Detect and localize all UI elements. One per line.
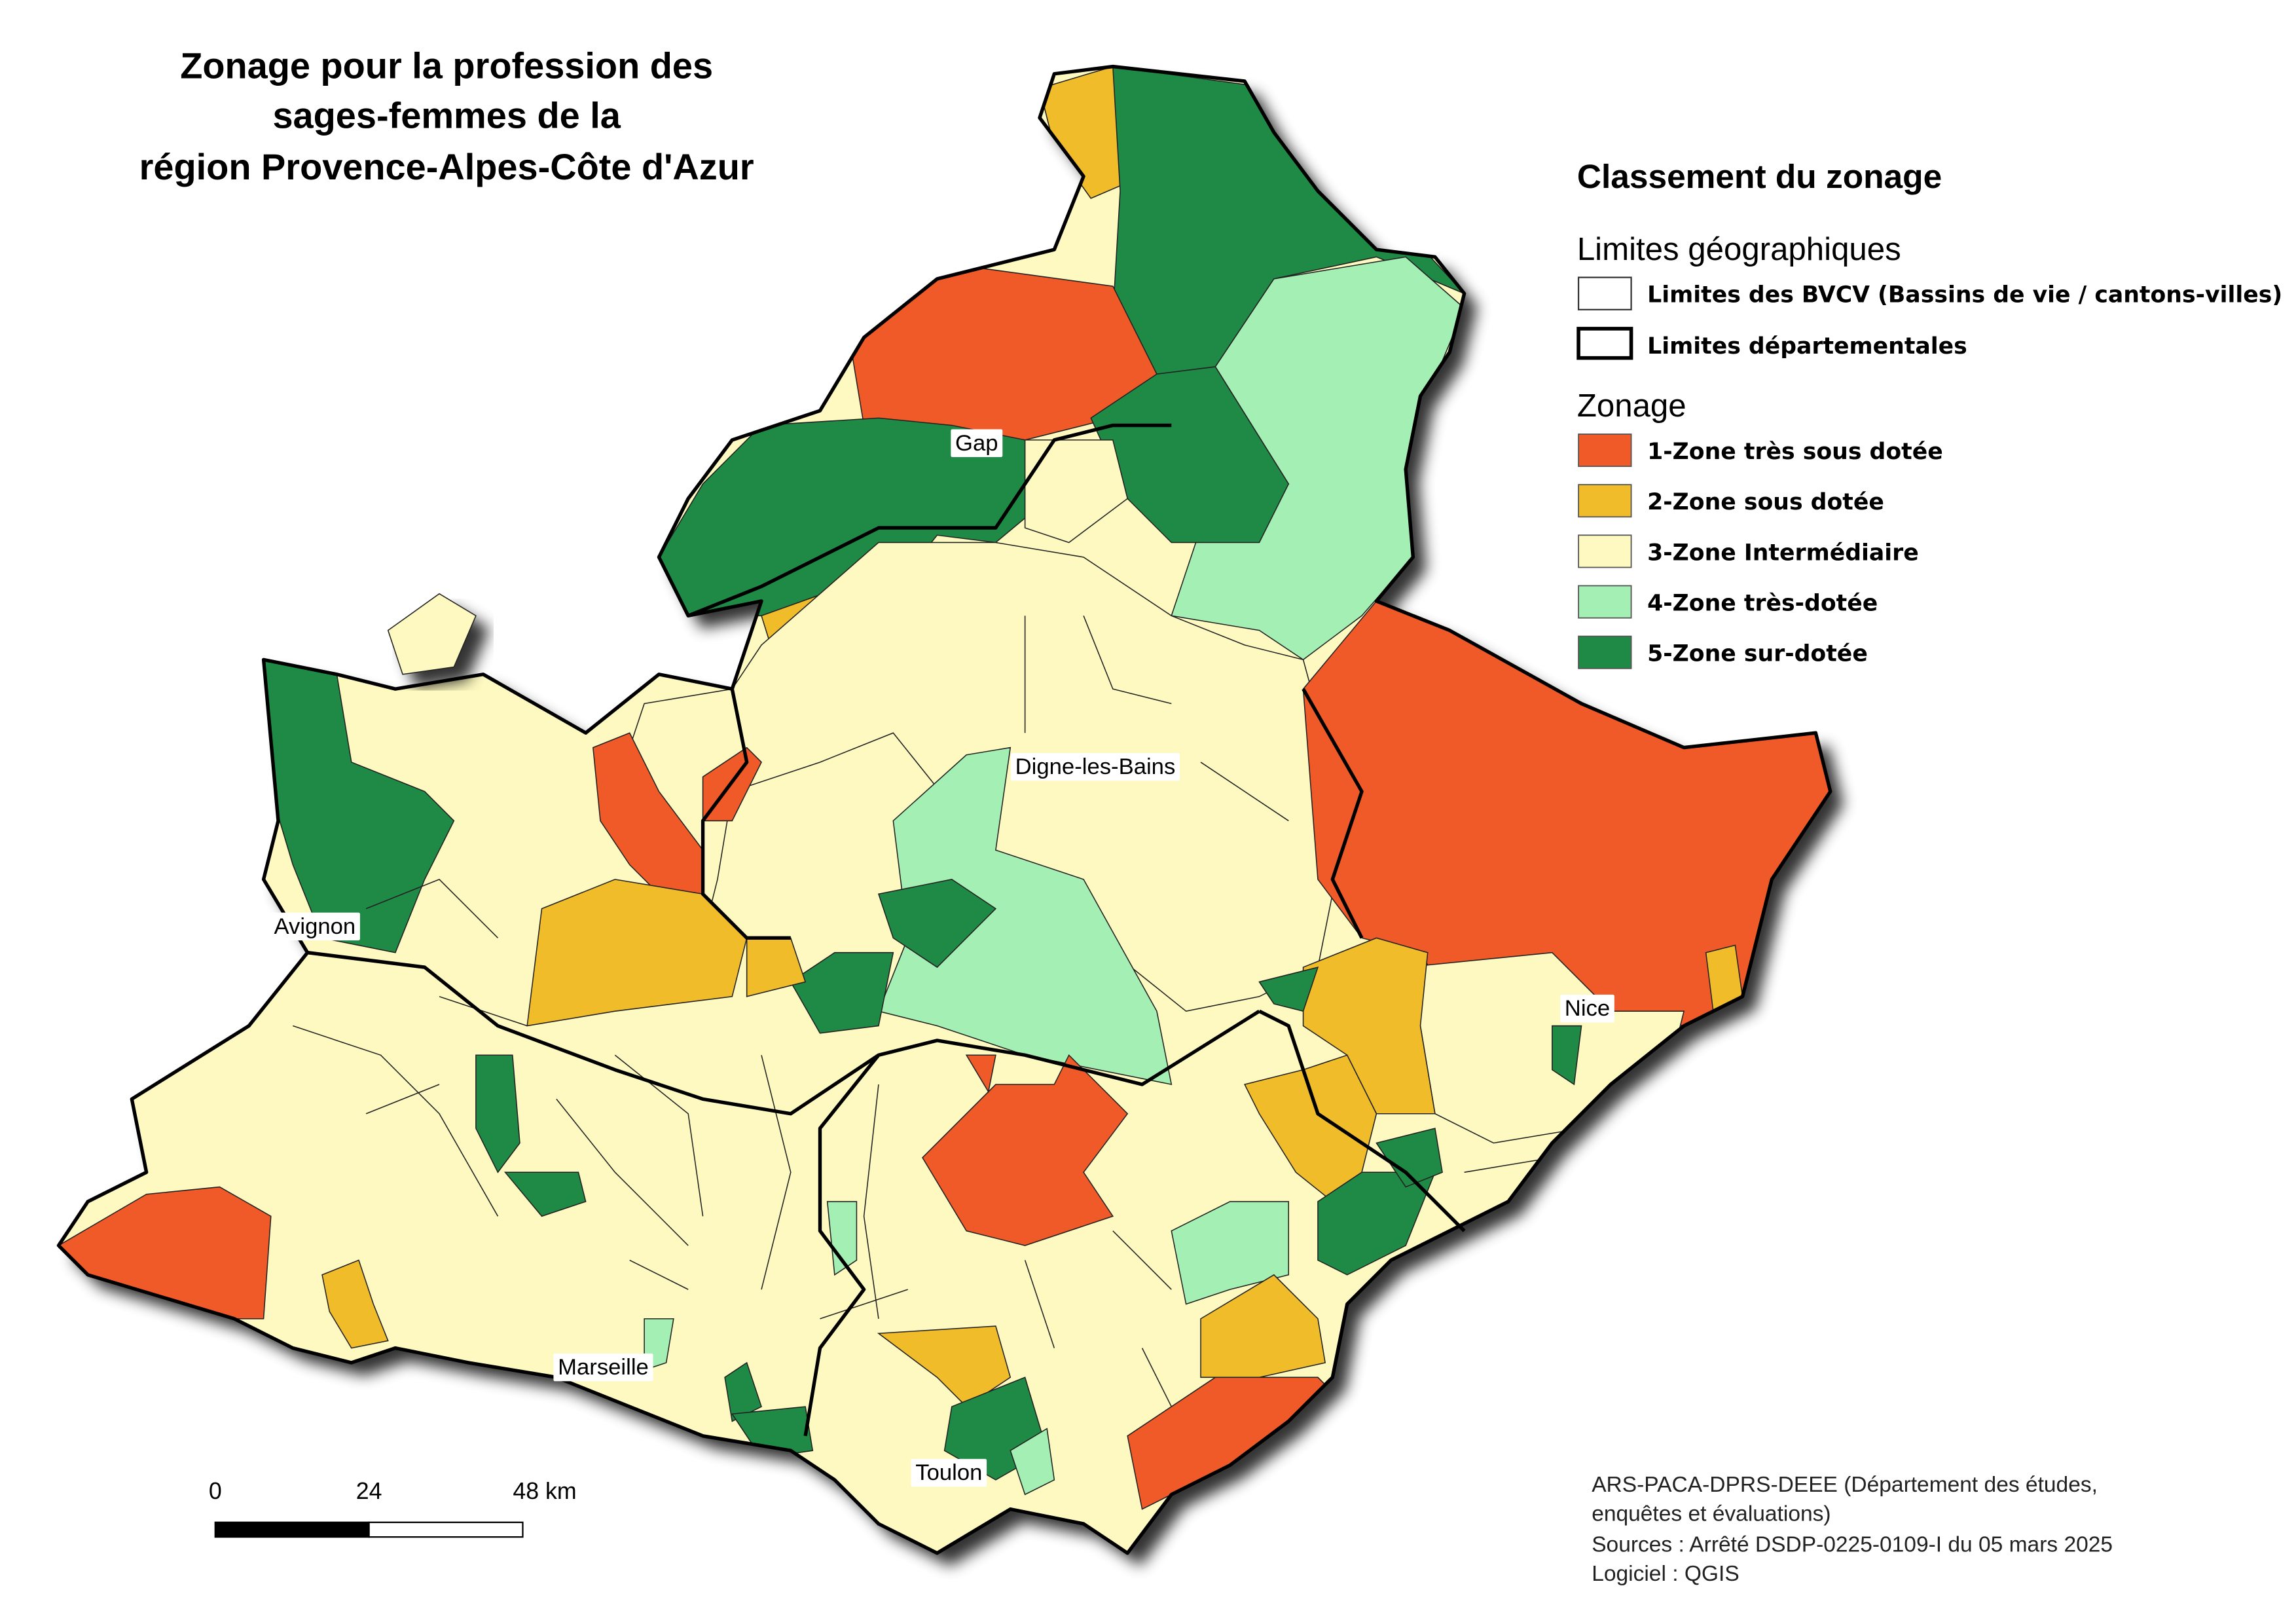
legend-swatch (1578, 585, 1632, 619)
city-label: Nice (1565, 996, 1610, 1021)
city-labels: Gap Digne-les-Bains Avignon Nice Marseille To… (269, 429, 1614, 1487)
city-label: Toulon (915, 1460, 982, 1485)
source: ARS-PACA-DPRS-DEEE (Département des étud… (1592, 1473, 2113, 1586)
city-label: Marseille (558, 1355, 649, 1380)
city-label: Gap (955, 431, 998, 456)
legend-swatch (1578, 434, 1632, 468)
map-title: sages-femmes de la (272, 95, 621, 136)
legend-item: 4-Zone très-dotée (1647, 590, 1878, 616)
title-block: Zonage pour la profession des sages-femm… (139, 45, 754, 187)
map-title: Zonage pour la profession des (180, 45, 713, 86)
map-title: région Provence-Alpes-Côte d'Azur (139, 146, 754, 187)
scale-label: 48 km (513, 1478, 576, 1504)
legend-item: 3-Zone Intermédiaire (1647, 540, 1919, 566)
legend-swatch (1576, 327, 1633, 360)
city-label-bg (951, 429, 1003, 458)
zone-legend: 1-Zone très sous dotée 2-Zone sous dotée 3… (1578, 434, 1943, 669)
legend-subheading: Zonage (1577, 388, 1686, 424)
map (58, 67, 1830, 1553)
legend-swatch (1578, 635, 1632, 669)
source-line: enquêtes et évaluations) (1592, 1502, 1831, 1526)
city-label: Digne-les-Bains (1015, 754, 1176, 779)
city-label-bg (911, 1458, 987, 1487)
legend-item: 2-Zone sous dotée (1647, 489, 1884, 515)
scale-bar: 0 24 48 km (209, 1478, 577, 1538)
legend: Classement du zonage Limites géographiqu… (1576, 157, 2282, 669)
legend-heading: Classement du zonage (1577, 157, 1942, 195)
source-line: Sources : Arrêté DSDP-0225-0109-I du 05 … (1592, 1532, 2113, 1557)
scale-segment (214, 1521, 370, 1538)
department-borders (307, 423, 1466, 1437)
city-label-bg (269, 912, 360, 941)
scale-segment (368, 1521, 524, 1538)
city-label-bg (553, 1353, 653, 1382)
scale-label: 24 (356, 1478, 382, 1504)
legend-item: 1-Zone très sous dotée (1647, 439, 1943, 465)
zones (58, 66, 1831, 1510)
legend-item: Limites des BVCV (Bassins de vie / canto… (1647, 282, 2282, 308)
enclave (387, 593, 477, 675)
source-line: ARS-PACA-DPRS-DEEE (Département des étud… (1592, 1473, 2098, 1497)
source-line: Logiciel : QGIS (1592, 1562, 1740, 1586)
legend-subheading: Limites géographiques (1577, 231, 1901, 267)
legend-swatch (1577, 276, 1632, 310)
city-label: Avignon (274, 914, 356, 939)
legend-swatch (1578, 484, 1632, 518)
scale-label: 0 (209, 1478, 222, 1504)
legend-item: Limites départementales (1647, 333, 1967, 360)
legend-swatch (1578, 534, 1632, 568)
city-label-bg (1560, 994, 1614, 1023)
legend-item: 5-Zone sur-dotée (1647, 641, 1868, 667)
city-label-bg (1010, 752, 1180, 781)
